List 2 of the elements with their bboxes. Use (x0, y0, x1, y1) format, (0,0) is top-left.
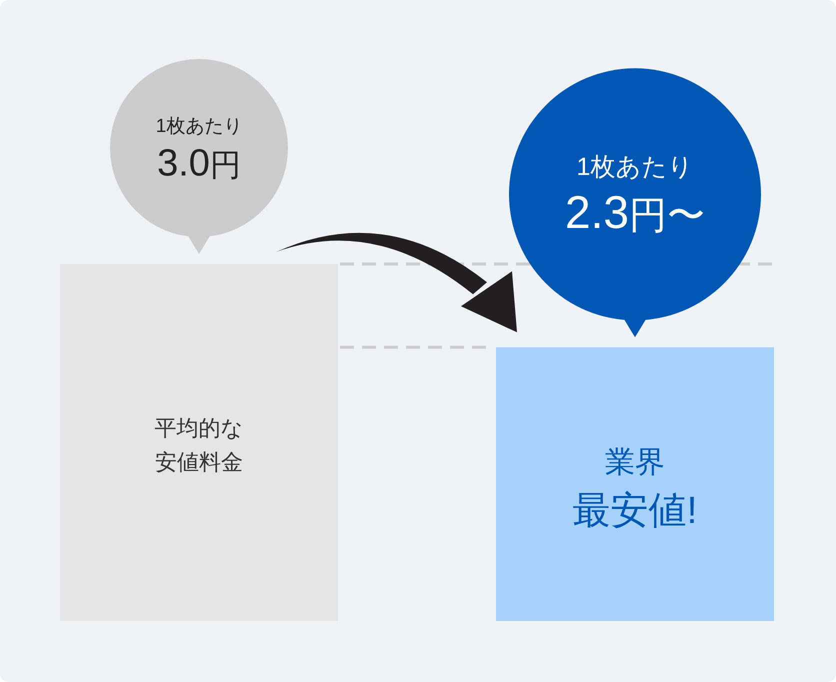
data-label: 1枚あたり 3.0円 (156, 116, 242, 185)
data-label: 1枚あたり 2.3円〜 (565, 152, 705, 238)
